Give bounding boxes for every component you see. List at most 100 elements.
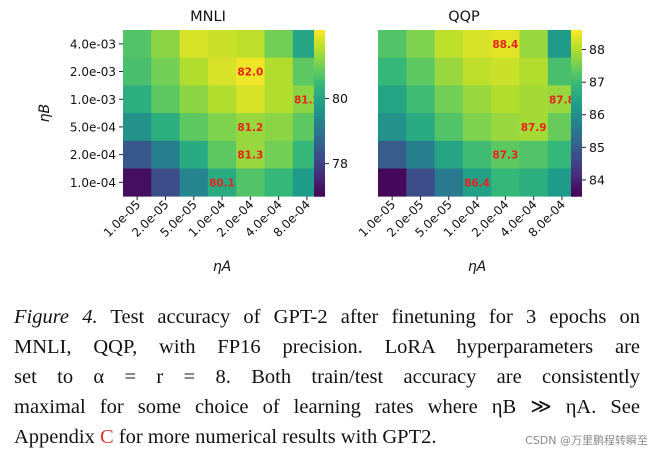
caption-line-1: Figure 4. Test accuracy of GPT-2 after f… [14,302,640,332]
heatmap-cell [264,30,294,59]
heatmap-cell [123,140,152,169]
colorbar-segment [314,30,325,34]
colorbar-segment [571,66,582,70]
colorbar-segment [314,135,325,139]
colorbar-segment [571,77,582,81]
colorbar-segment [571,187,582,192]
heatmap-cell [378,30,407,59]
cell-annotation: 87.9 [521,122,547,134]
heatmap-cell [491,113,520,142]
appendix-link[interactable]: C [99,426,114,448]
heatmap-cell [462,140,492,169]
heatmap-cell [264,57,294,86]
colorbar-segment [314,157,325,161]
chart-title: QQP [448,9,480,25]
colorbar-segment [571,174,582,178]
colorbar-segment [571,149,582,153]
heatmap-cell [151,168,180,197]
heatmap-cell [236,168,265,197]
colorbar-tick-label: 85 [589,140,605,155]
colorbar-segment [314,138,325,142]
colorbar-segment [314,160,325,164]
colorbar-segment [571,41,582,45]
heatmap-cell [123,57,152,86]
colorbar-segment [571,185,582,189]
colorbar-tick-label: 87 [589,75,605,90]
heatmap-cell [207,168,237,197]
colorbar-segment [571,179,582,183]
heatmap-cell [406,140,435,169]
colorbar-tick-label: 78 [332,156,348,171]
heatmap-cell [462,168,492,197]
heatmap-cell [179,113,209,142]
x-axis-label: ηA [468,259,486,275]
colorbar-segment [314,121,325,125]
colorbar-tick-label: 88 [589,42,605,57]
colorbar-segment [571,124,582,128]
colorbar-segment [571,60,582,64]
colorbar-segment [314,90,325,95]
colorbar-segment [314,176,325,181]
heatmap-cell [179,140,209,169]
colorbar-segment [571,99,582,103]
colorbar-tick-label: 80 [332,91,348,106]
colorbar-segment [571,168,582,172]
colorbar-segment [314,107,325,111]
colorbar-segment [571,118,582,122]
colorbar-segment [314,129,325,133]
colorbar-tick-label: 84 [589,172,605,187]
heatmap-cell [434,30,464,59]
figure-heatmaps: MNLI 82.0 81.2 81.2 81.3 80.1 4.0e-03 2.0e-03 1.… [37,9,605,275]
colorbar-segment [571,193,582,197]
colorbar-segment [314,140,325,145]
colorbar-segment [314,85,325,89]
y-tick-label: 5.0e-04 [70,120,116,134]
heatmap-cell [406,57,435,86]
heatmap-cell [264,113,294,142]
colorbar-segment [314,115,325,120]
colorbar-segment [314,187,325,192]
colorbar-segment [314,66,325,70]
colorbar-segment [571,107,582,111]
heatmap-cell [207,85,237,114]
colorbar-segment [571,190,582,194]
colorbar-segment [314,79,325,84]
colorbar-segment [314,179,325,183]
colorbar-segment [571,132,582,136]
colorbar-segment [314,71,325,75]
colorbar-segment [314,143,325,147]
heatmap-cell [378,113,407,142]
colorbar-segment [314,151,325,156]
colorbar-segment [314,82,325,86]
y-tick-label: 2.0e-04 [70,148,116,162]
colorbar-segment [571,182,582,186]
y-tick-label: 1.0e-04 [70,176,116,190]
colorbar-segment [314,46,325,50]
colorbar-segment [314,32,325,37]
colorbar-segment [314,162,325,167]
figure-label: Figure 4. [14,306,98,328]
heatmap-cell [264,85,294,114]
colorbar-segment [571,93,582,97]
caption-line-4: maximal for some choice of learning rate… [14,396,640,418]
cell-annotation: 81.2 [237,122,263,134]
colorbar-segment [314,54,325,59]
colorbar-segment [571,129,582,133]
heatmap-cell [434,113,464,142]
heatmap-cell [264,168,294,197]
colorbar-segment [571,38,582,42]
colorbar-segment [571,115,582,120]
colorbar-segment [314,60,325,64]
colorbar-segment [314,63,325,67]
colorbar-segment [571,138,582,142]
heatmap-cell [434,85,464,114]
heatmap-cell [491,168,520,197]
heatmap-cell [123,113,152,142]
colorbar-segment [571,82,582,86]
cell-annotation: 82.0 [237,67,263,79]
colorbar-segment [314,126,325,131]
colorbar-segment [571,30,582,34]
x-axis-label: ηA [213,259,231,275]
heatmap-cell [151,85,180,114]
heatmap-cell [207,30,237,59]
